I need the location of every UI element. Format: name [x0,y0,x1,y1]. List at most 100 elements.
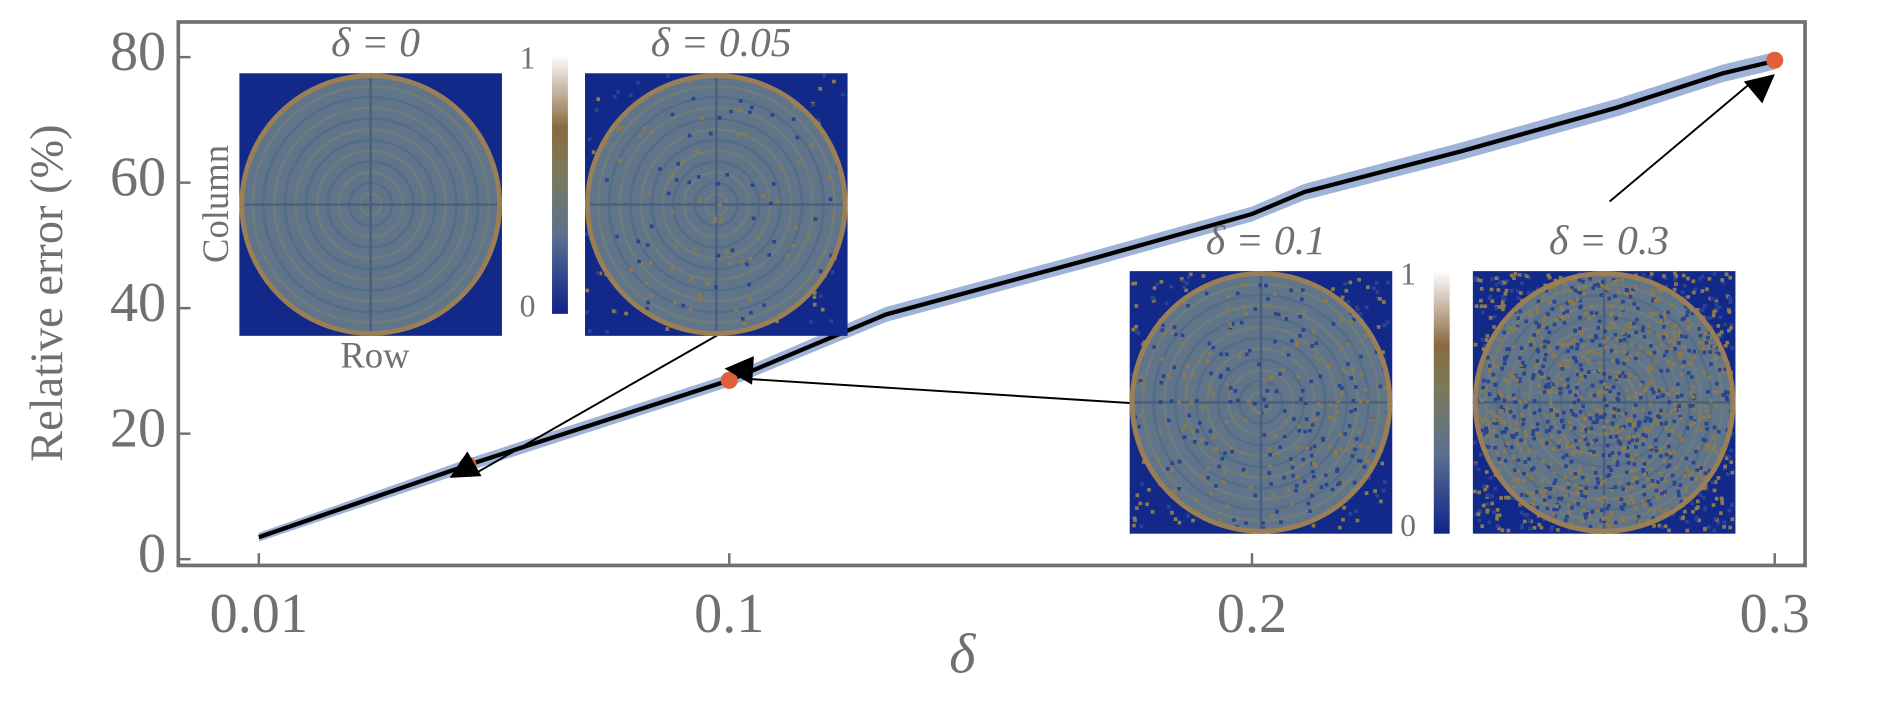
heatmap-noise [1139,524,1144,529]
heatmap-noise [1566,349,1570,354]
heatmap-noise [1721,393,1725,397]
heatmap-noise [1684,304,1688,309]
heatmap-noise [1479,278,1483,283]
heatmap-noise [1727,328,1731,333]
colorbar-tick-label: 0 [1400,508,1416,543]
heatmap-noise [1659,314,1664,319]
heatmap-noise [1578,326,1582,331]
arrow [724,356,1130,404]
heatmap-noise [1495,364,1500,369]
heatmap-noise [1646,499,1651,503]
heatmap-noise [1652,524,1656,528]
heatmap-noise [697,293,702,298]
heatmap-noise [1602,372,1607,376]
heatmap-noise [1639,383,1643,387]
heatmap-noise [1542,344,1547,349]
heatmap-noise [1251,406,1256,411]
heatmap-noise [1576,390,1581,395]
heatmap-noise [1599,409,1604,414]
heatmap-noise [831,214,835,219]
heatmap-noise [1611,410,1615,415]
heatmap-noise [1186,303,1190,308]
heatmap-noise [605,178,609,182]
heatmap-noise [1517,377,1522,381]
heatmap-noise [1620,306,1625,311]
heatmap-noise [1573,288,1578,293]
heatmap-noise [1725,472,1730,476]
heatmap-noise [796,160,801,165]
heatmap-noise [1621,518,1626,523]
heatmap-noise [1672,287,1677,292]
heatmap-noise [1571,355,1576,360]
heatmap-noise [1257,410,1262,415]
heatmap-noise [1519,438,1523,443]
x-tick-label: 0.2 [1217,583,1287,645]
heatmap-noise [1298,334,1302,338]
heatmap-noise [1704,331,1708,336]
heatmap-noise [1170,510,1174,515]
heatmap-noise [807,236,812,241]
heatmap-noise [1584,515,1588,520]
heatmap-noise [1241,304,1246,309]
heatmap-noise [1170,330,1175,335]
heatmap-noise [1241,467,1246,472]
heatmap-noise [1692,421,1697,425]
heatmap-noise [1160,323,1165,328]
heatmap-noise [1562,410,1566,415]
heatmap-noise [1701,370,1706,374]
heatmap-noise [1520,523,1525,528]
heatmap-noise [1550,414,1555,418]
heatmap-noise [1160,328,1165,332]
heatmap-noise [1598,360,1603,365]
heatmap-noise [1159,279,1164,284]
heatmap-noise [1296,375,1301,380]
heatmap-noise [1608,375,1612,380]
heatmap-noise [1351,398,1356,403]
heatmap-noise [1631,287,1635,292]
heatmap-noise [1720,501,1725,505]
heatmap-noise [1666,310,1671,315]
heatmap-noise [1344,370,1349,375]
heatmap-noise [1686,318,1690,323]
heatmap-noise [1500,366,1505,371]
heatmap-noise [1548,300,1553,304]
heatmap-noise [1531,341,1536,346]
heatmap-noise [1487,520,1492,525]
heatmap-noise [1703,303,1707,308]
heatmap-noise [1659,411,1664,415]
heatmap-noise [1641,325,1645,330]
heatmap-noise [791,117,796,122]
heatmap-noise [1580,328,1584,332]
heatmap-noise [1586,429,1591,434]
heatmap-noise [1605,506,1609,511]
heatmap-noise [1661,335,1666,340]
heatmap-noise [1383,480,1387,484]
heatmap-noise [1278,372,1282,377]
heatmap-noise [1616,408,1621,413]
heatmap-noise [1488,475,1493,480]
heatmap-noise [1515,378,1519,383]
heatmap-noise [1656,297,1660,302]
heatmap-noise [1639,392,1643,396]
heatmap-noise [1579,304,1583,309]
heatmap-noise [1161,374,1166,379]
heatmap-noise [809,319,813,324]
heatmap-noise [747,298,752,302]
heatmap-noise [1340,295,1345,300]
heatmap-noise [1577,465,1582,470]
heatmap-noise [1659,421,1664,426]
heatmap-noise [1218,518,1222,523]
heatmap-noise [1668,451,1673,456]
heatmap-noise [1717,368,1722,372]
heatmap-noise [818,269,823,274]
heatmap-noise [1269,514,1274,518]
heatmap-noise [1509,273,1514,278]
heatmap-noise [1549,525,1554,529]
heatmap-noise [1314,341,1319,346]
heatmap-noise [1660,525,1665,529]
heatmap-noise [1310,423,1315,427]
heatmap-noise [1673,271,1677,276]
heatmap-noise [1497,390,1502,395]
heatmap-noise [1581,445,1586,450]
heatmap-noise [1703,474,1708,479]
